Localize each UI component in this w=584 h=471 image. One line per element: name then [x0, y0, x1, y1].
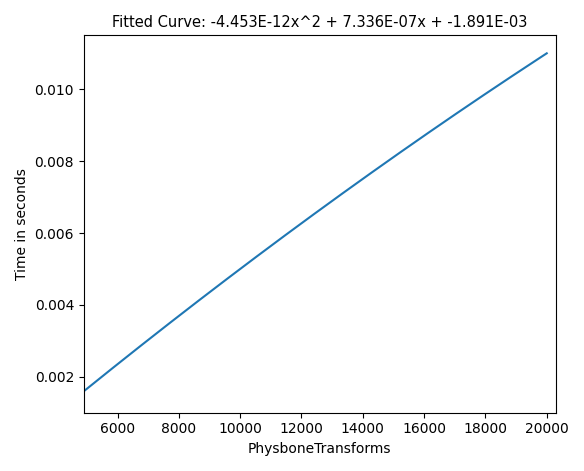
X-axis label: PhysboneTransforms: PhysboneTransforms — [248, 442, 392, 456]
Title: Fitted Curve: -4.453E-12x^2 + 7.336E-07x + -1.891E-03: Fitted Curve: -4.453E-12x^2 + 7.336E-07x… — [112, 15, 527, 30]
Y-axis label: Time in seconds: Time in seconds — [15, 168, 29, 280]
